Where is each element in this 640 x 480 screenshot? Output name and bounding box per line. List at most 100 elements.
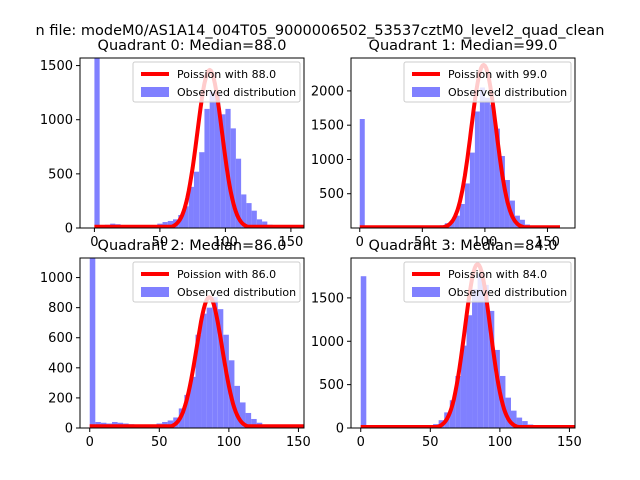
y-tick-label: 1500 bbox=[311, 119, 344, 134]
histogram-bar bbox=[240, 402, 246, 428]
y-tick-label: 1000 bbox=[311, 335, 344, 350]
axes-frame bbox=[350, 257, 576, 429]
y-tick-label: 1000 bbox=[311, 153, 344, 168]
poisson-curve bbox=[89, 295, 304, 428]
histogram-bar bbox=[251, 418, 257, 428]
histogram-bar bbox=[188, 186, 194, 228]
legend-label-poisson: Poission with 84.0 bbox=[448, 268, 547, 281]
histogram-bar bbox=[494, 349, 500, 428]
axes-frame bbox=[79, 257, 305, 429]
histogram-bar bbox=[505, 397, 511, 428]
y-tick-label: 2000 bbox=[311, 84, 344, 99]
x-tick-label: 150 bbox=[286, 435, 311, 450]
histogram-bar bbox=[477, 273, 484, 428]
histogram-bar bbox=[516, 417, 523, 428]
axes-frame bbox=[79, 57, 305, 229]
legend-patch-swatch bbox=[412, 87, 440, 97]
histogram-bar bbox=[511, 410, 517, 428]
x-tick-label: 100 bbox=[487, 435, 512, 450]
histogram-bar bbox=[519, 219, 525, 228]
histogram-bar bbox=[206, 307, 213, 428]
histogram-bar bbox=[449, 221, 455, 228]
histogram-bar bbox=[217, 309, 224, 428]
x-tick-label: 150 bbox=[278, 235, 303, 250]
legend-label-observed: Observed distribution bbox=[177, 286, 296, 299]
histogram-bar bbox=[209, 91, 215, 228]
figure-suptitle: n file: modeM0/AS1A14_004T05_9000006502_… bbox=[36, 23, 605, 39]
histogram-bar bbox=[494, 128, 500, 228]
y-tick-label: 0 bbox=[336, 422, 344, 437]
x-tick-label: 50 bbox=[414, 235, 431, 250]
y-tick-label: 0 bbox=[65, 422, 73, 437]
x-tick-label: 150 bbox=[557, 435, 582, 450]
histogram-bar bbox=[472, 289, 478, 428]
histogram-bar bbox=[184, 394, 190, 428]
y-tick-label: 200 bbox=[48, 391, 73, 406]
subplot-title: Quadrant 0: Median=88.0 bbox=[98, 38, 287, 54]
plot-area bbox=[93, 58, 304, 228]
x-tick-label: 100 bbox=[472, 235, 497, 250]
x-tick-label: 0 bbox=[90, 235, 98, 250]
poisson-curve bbox=[93, 67, 304, 228]
legend: Poission with 84.0 Observed distribution bbox=[403, 261, 572, 303]
histogram-bar bbox=[455, 375, 461, 428]
x-tick-label: 0 bbox=[86, 435, 94, 450]
x-tick-label: 50 bbox=[422, 435, 439, 450]
subplot-title: Quadrant 3: Median=84.0 bbox=[369, 238, 558, 254]
legend-box bbox=[403, 261, 572, 303]
x-tick-label: 100 bbox=[216, 435, 241, 450]
y-tick-label: 1000 bbox=[40, 271, 73, 286]
histogram-bar bbox=[483, 284, 489, 428]
histogram-bar bbox=[246, 203, 252, 228]
y-tick-label: 400 bbox=[48, 361, 73, 376]
legend-label-observed: Observed distribution bbox=[448, 86, 567, 99]
y-tick-label: 600 bbox=[48, 331, 73, 346]
histogram-bar bbox=[488, 310, 495, 428]
histogram-bar bbox=[449, 400, 456, 428]
histogram-bar bbox=[245, 412, 252, 428]
histogram-bar bbox=[359, 119, 365, 228]
y-tick-label: 1500 bbox=[40, 59, 73, 74]
y-tick-label: 0 bbox=[65, 222, 73, 237]
legend-patch-swatch bbox=[412, 287, 440, 297]
legend: Poission with 99.0 Observed distribution bbox=[403, 61, 572, 103]
legend-patch-swatch bbox=[141, 87, 169, 97]
plot-area bbox=[359, 62, 561, 228]
legend-box bbox=[132, 261, 301, 303]
quadrant-1-panel: 0 50 100 150 500 1000 1500 2000 Quadrant 1: Medi… bbox=[311, 38, 576, 250]
x-tick-label: 100 bbox=[213, 235, 238, 250]
legend-box bbox=[132, 61, 301, 103]
histogram-bar bbox=[212, 297, 218, 428]
legend: Poission with 88.0 Observed distribution bbox=[132, 61, 301, 103]
legend-label-poisson: Poission with 99.0 bbox=[448, 68, 547, 81]
x-tick-label: 50 bbox=[152, 235, 169, 250]
histogram-bar bbox=[464, 183, 470, 228]
histogram-bar bbox=[94, 58, 100, 228]
histogram-bar bbox=[241, 194, 247, 228]
histogram-bar bbox=[479, 87, 485, 228]
plot-area bbox=[360, 262, 575, 428]
y-tick-label: 500 bbox=[48, 167, 73, 182]
histogram-bar bbox=[466, 315, 473, 428]
histogram-bar bbox=[193, 171, 200, 228]
histogram-bar bbox=[256, 219, 263, 228]
x-tick-label: 50 bbox=[151, 435, 168, 450]
histogram-bar bbox=[199, 152, 205, 228]
legend-label-poisson: Poission with 88.0 bbox=[177, 68, 276, 81]
axes-frame bbox=[350, 57, 576, 229]
histogram-bar bbox=[167, 220, 174, 228]
histogram-bar bbox=[469, 152, 475, 228]
plot-area bbox=[89, 258, 304, 428]
histogram-bar bbox=[474, 111, 480, 228]
histogram-bar bbox=[204, 108, 210, 228]
histogram-bar bbox=[251, 210, 257, 228]
poisson-curve bbox=[360, 262, 575, 428]
y-tick-label: 1500 bbox=[311, 291, 344, 306]
histogram-bar bbox=[522, 421, 528, 428]
histogram-bar bbox=[89, 258, 96, 428]
legend-patch-swatch bbox=[141, 287, 169, 297]
histogram-bar bbox=[230, 128, 236, 228]
x-tick-label: 0 bbox=[356, 235, 364, 250]
